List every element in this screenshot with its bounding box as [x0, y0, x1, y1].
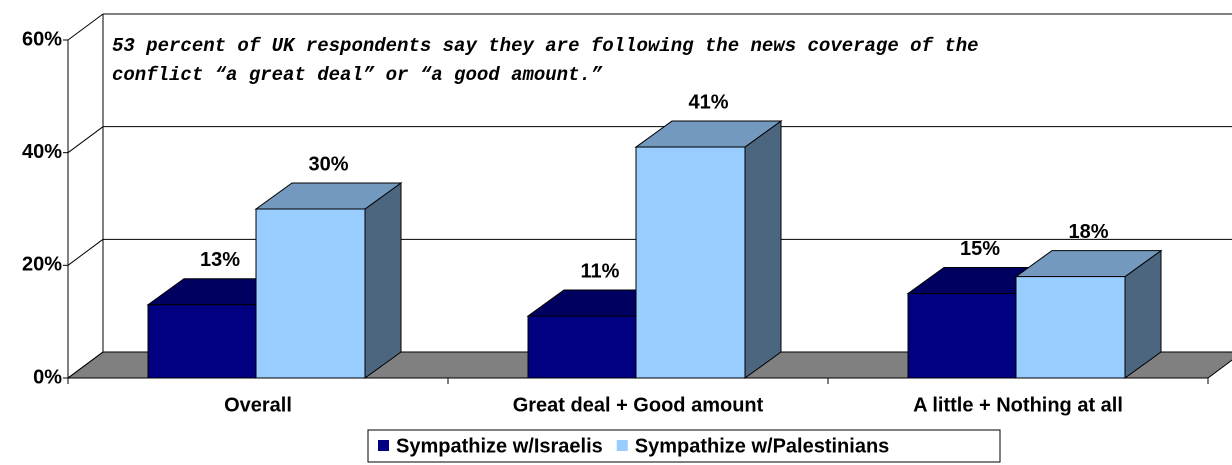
bar-side	[364, 182, 402, 379]
grid-diagonal	[67, 351, 104, 379]
grid-diagonal	[67, 238, 104, 266]
value-label: 13%	[200, 249, 240, 271]
grid-diagonal	[67, 13, 104, 41]
value-label: 41%	[688, 91, 728, 113]
grid-diagonal	[67, 126, 104, 154]
bar	[1014, 249, 1163, 379]
value-label: 18%	[1068, 221, 1108, 243]
legend	[367, 429, 1001, 463]
legend-label: Sympathize w/Israelis	[396, 435, 603, 457]
y-tick-label: 0%	[33, 366, 62, 388]
annotation: 53 percent of UK respondents say they ar…	[112, 35, 979, 57]
y-tick-label: 20%	[22, 254, 62, 276]
legend-swatch	[378, 440, 389, 451]
bar	[634, 120, 783, 379]
value-label: 11%	[581, 260, 620, 282]
y-tick-label: 60%	[22, 28, 62, 50]
bar-front	[527, 315, 637, 379]
x-tick-label: Overall	[224, 394, 292, 416]
legend-swatch	[616, 440, 628, 451]
annotation: conflict “a great deal” or “a good amoun…	[112, 64, 603, 86]
value-label: 15%	[960, 238, 1000, 260]
bar-front	[147, 304, 257, 379]
legend-label: Sympathize w/Palestinians	[635, 435, 890, 457]
bar-front	[635, 146, 746, 379]
bar	[254, 182, 403, 379]
bar-front	[255, 208, 366, 379]
value-label: 30%	[308, 153, 348, 175]
bar-side	[744, 120, 782, 379]
x-tick-label: Great deal + Good amount	[513, 394, 764, 416]
y-tick-label: 40%	[22, 141, 62, 163]
bar-front	[1015, 276, 1126, 379]
bar-front	[907, 293, 1017, 379]
x-tick-label: A little + Nothing at all	[913, 394, 1123, 416]
